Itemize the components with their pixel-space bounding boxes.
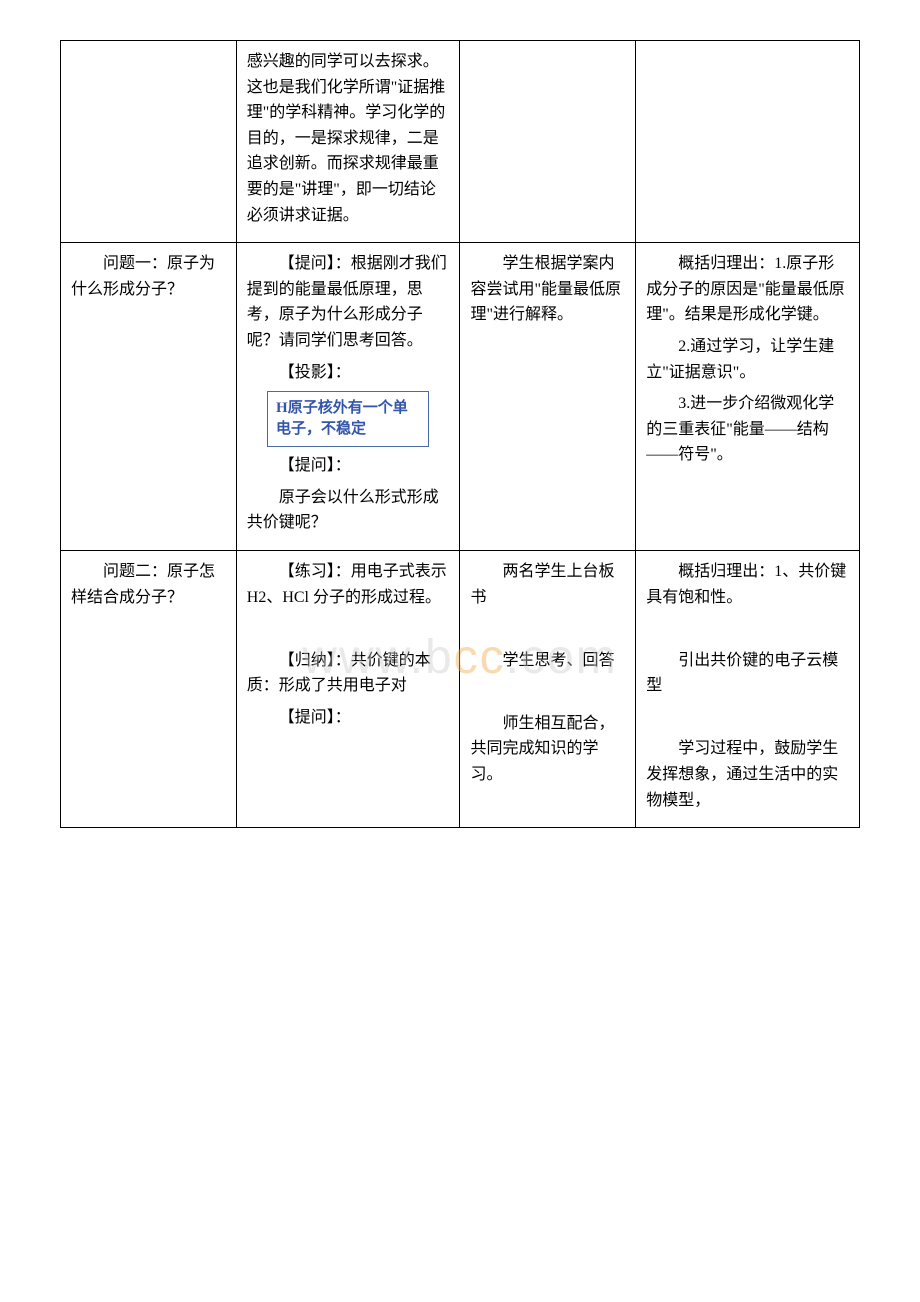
cell-text: 师生相互配合，共同完成知识的学习。	[470, 711, 625, 788]
table-cell: 概括归理出：1、共价键具有饱和性。 引出共价键的电子云模型 学习过程中，鼓励学生…	[636, 550, 860, 827]
table-cell	[61, 41, 237, 243]
table-row: 问题二：原子怎样结合成分子？【练习】：用电子式表示H2、HCl 分子的形成过程。…	[61, 550, 860, 827]
cell-text: 问题二：原子怎样结合成分子？	[71, 559, 226, 610]
table-cell: 问题二：原子怎样结合成分子？	[61, 550, 237, 827]
cell-text: 【提问】：	[247, 705, 450, 731]
cell-text: 【归纳】：共价键的本质：形成了共用电子对	[247, 648, 450, 699]
cell-text: 问题一：原子为什么形成分子？	[71, 251, 226, 302]
cell-text: 学生思考、回答	[470, 648, 625, 674]
cell-text: 【练习】：用电子式表示H2、HCl 分子的形成过程。	[247, 559, 450, 610]
cell-text: 两名学生上台板书	[470, 559, 625, 610]
page-container: www.bcc.com 感兴趣的同学可以去探求。这也是我们化学所谓"证据推理"的…	[0, 0, 920, 888]
table-cell	[636, 41, 860, 243]
cell-text: 2.通过学习，让学生建立"证据意识"。	[646, 334, 849, 385]
table-cell: 问题一：原子为什么形成分子？	[61, 243, 237, 551]
cell-text: 概括归理出：1、共价键具有饱和性。	[646, 559, 849, 610]
table-cell: 感兴趣的同学可以去探求。这也是我们化学所谓"证据推理"的学科精神。学习化学的目的…	[236, 41, 460, 243]
cell-text: 学生根据学案内容尝试用"能量最低原理"进行解释。	[470, 251, 625, 328]
table-cell: 两名学生上台板书 学生思考、回答 师生相互配合，共同完成知识的学习。	[460, 550, 636, 827]
cell-text: 【提问】：根据刚才我们提到的能量最低原理，思考，原子为什么形成分子呢？请同学们思…	[247, 251, 450, 353]
cell-text: 原子会以什么形式形成共价键呢？	[247, 485, 450, 536]
cell-text: 3.进一步介绍微观化学的三重表征"能量——结构——符号"。	[646, 391, 849, 468]
cell-text: 引出共价键的电子云模型	[646, 648, 849, 699]
lesson-plan-table: 感兴趣的同学可以去探求。这也是我们化学所谓"证据推理"的学科精神。学习化学的目的…	[60, 40, 860, 828]
table-cell	[460, 41, 636, 243]
table-row: 感兴趣的同学可以去探求。这也是我们化学所谓"证据推理"的学科精神。学习化学的目的…	[61, 41, 860, 243]
cell-text	[646, 616, 849, 642]
table-cell: 【提问】：根据刚才我们提到的能量最低原理，思考，原子为什么形成分子呢？请同学们思…	[236, 243, 460, 551]
cell-text	[470, 679, 625, 705]
cell-text	[646, 705, 849, 731]
cell-text: 感兴趣的同学可以去探求。这也是我们化学所谓"证据推理"的学科精神。学习化学的目的…	[247, 49, 450, 228]
cell-text: 【投影】：	[247, 360, 450, 386]
cell-text	[470, 616, 625, 642]
table-row: 问题一：原子为什么形成分子？ 【提问】：根据刚才我们提到的能量最低原理，思考，原子…	[61, 243, 860, 551]
table-cell: 概括归理出：1.原子形成分子的原因是"能量最低原理"。结果是形成化学键。 2.通过…	[636, 243, 860, 551]
cell-text: 概括归理出：1.原子形成分子的原因是"能量最低原理"。结果是形成化学键。	[646, 251, 849, 328]
table-cell: 【练习】：用电子式表示H2、HCl 分子的形成过程。 【归纳】：共价键的本质：形…	[236, 550, 460, 827]
table-cell: 学生根据学案内容尝试用"能量最低原理"进行解释。	[460, 243, 636, 551]
projection-box: H原子核外有一个单电子，不稳定	[267, 391, 429, 447]
cell-text: 学习过程中，鼓励学生发挥想象，通过生活中的实物模型，	[646, 736, 849, 813]
cell-text	[247, 616, 450, 642]
cell-text: 【提问】：	[247, 453, 450, 479]
